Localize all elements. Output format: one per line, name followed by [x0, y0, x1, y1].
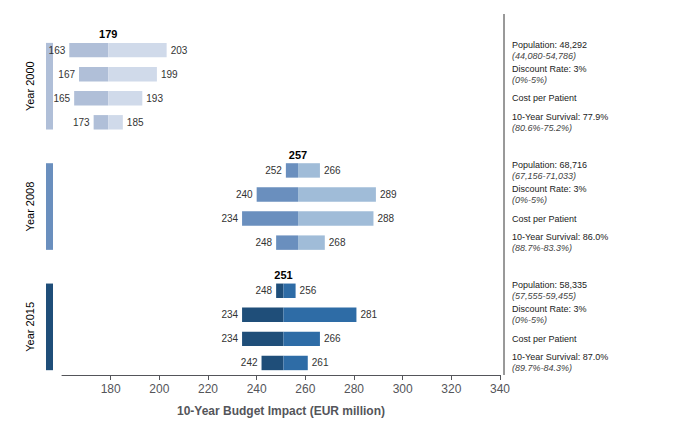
- svg-text:281: 281: [360, 309, 377, 320]
- svg-text:280: 280: [344, 382, 364, 396]
- svg-text:203: 203: [171, 45, 188, 56]
- svg-text:(44,080-54,786): (44,080-54,786): [512, 51, 576, 61]
- svg-text:167: 167: [58, 69, 75, 80]
- svg-text:251: 251: [274, 269, 292, 281]
- svg-text:340: 340: [490, 382, 510, 396]
- svg-text:266: 266: [324, 333, 341, 344]
- svg-text:(0%-5%): (0%-5%): [512, 75, 547, 85]
- svg-text:179: 179: [99, 28, 117, 40]
- svg-text:Cost per Patient: Cost per Patient: [512, 214, 577, 224]
- svg-text:10-Year Survival: 87.0%: 10-Year Survival: 87.0%: [512, 352, 608, 362]
- svg-text:234: 234: [221, 213, 238, 224]
- svg-text:257: 257: [289, 149, 307, 161]
- svg-text:Discount Rate: 3%: Discount Rate: 3%: [512, 184, 587, 194]
- svg-text:261: 261: [312, 357, 329, 368]
- svg-text:300: 300: [393, 382, 413, 396]
- svg-text:252: 252: [265, 165, 282, 176]
- svg-text:165: 165: [53, 93, 70, 104]
- svg-text:Population: 58,335: Population: 58,335: [512, 280, 587, 290]
- svg-text:268: 268: [329, 237, 346, 248]
- svg-text:220: 220: [198, 382, 218, 396]
- svg-text:185: 185: [127, 117, 144, 128]
- svg-text:320: 320: [441, 382, 461, 396]
- svg-text:180: 180: [101, 382, 121, 396]
- svg-text:10-Year Budget Impact (EUR mil: 10-Year Budget Impact (EUR million): [177, 404, 385, 418]
- svg-text:199: 199: [161, 69, 178, 80]
- svg-text:173: 173: [73, 117, 90, 128]
- svg-text:Cost per Patient: Cost per Patient: [512, 93, 577, 103]
- svg-text:(0%-5%): (0%-5%): [512, 195, 547, 205]
- svg-text:10-Year Survival: 86.0%: 10-Year Survival: 86.0%: [512, 232, 608, 242]
- svg-text:Year 2000: Year 2000: [24, 61, 36, 111]
- svg-text:(89.7%-84.3%): (89.7%-84.3%): [512, 363, 572, 373]
- svg-text:(80.6%-75.2%): (80.6%-75.2%): [512, 123, 572, 133]
- svg-text:289: 289: [380, 189, 397, 200]
- svg-text:240: 240: [236, 189, 253, 200]
- svg-text:Population: 68,716: Population: 68,716: [512, 160, 587, 170]
- svg-text:234: 234: [221, 309, 238, 320]
- svg-text:Discount Rate: 3%: Discount Rate: 3%: [512, 64, 587, 74]
- svg-text:(67,156-71,033): (67,156-71,033): [512, 171, 576, 181]
- svg-text:288: 288: [377, 213, 394, 224]
- svg-text:200: 200: [149, 382, 169, 396]
- svg-text:260: 260: [295, 382, 315, 396]
- svg-text:248: 248: [255, 237, 272, 248]
- svg-text:Year 2008: Year 2008: [24, 182, 36, 232]
- svg-text:242: 242: [241, 357, 258, 368]
- svg-text:Population: 48,292: Population: 48,292: [512, 40, 587, 50]
- svg-text:256: 256: [300, 285, 317, 296]
- svg-text:248: 248: [255, 285, 272, 296]
- svg-text:Discount Rate: 3%: Discount Rate: 3%: [512, 304, 587, 314]
- svg-text:234: 234: [221, 333, 238, 344]
- svg-text:163: 163: [49, 45, 66, 56]
- svg-text:(57,555-59,455): (57,555-59,455): [512, 291, 576, 301]
- svg-text:193: 193: [146, 93, 163, 104]
- svg-text:Cost per Patient: Cost per Patient: [512, 334, 577, 344]
- svg-text:(0%-5%): (0%-5%): [512, 315, 547, 325]
- svg-text:(88.7%-83.3%): (88.7%-83.3%): [512, 243, 572, 253]
- svg-text:240: 240: [247, 382, 267, 396]
- svg-text:Year 2015: Year 2015: [24, 302, 36, 352]
- svg-text:266: 266: [324, 165, 341, 176]
- svg-text:10-Year Survival: 77.9%: 10-Year Survival: 77.9%: [512, 112, 608, 122]
